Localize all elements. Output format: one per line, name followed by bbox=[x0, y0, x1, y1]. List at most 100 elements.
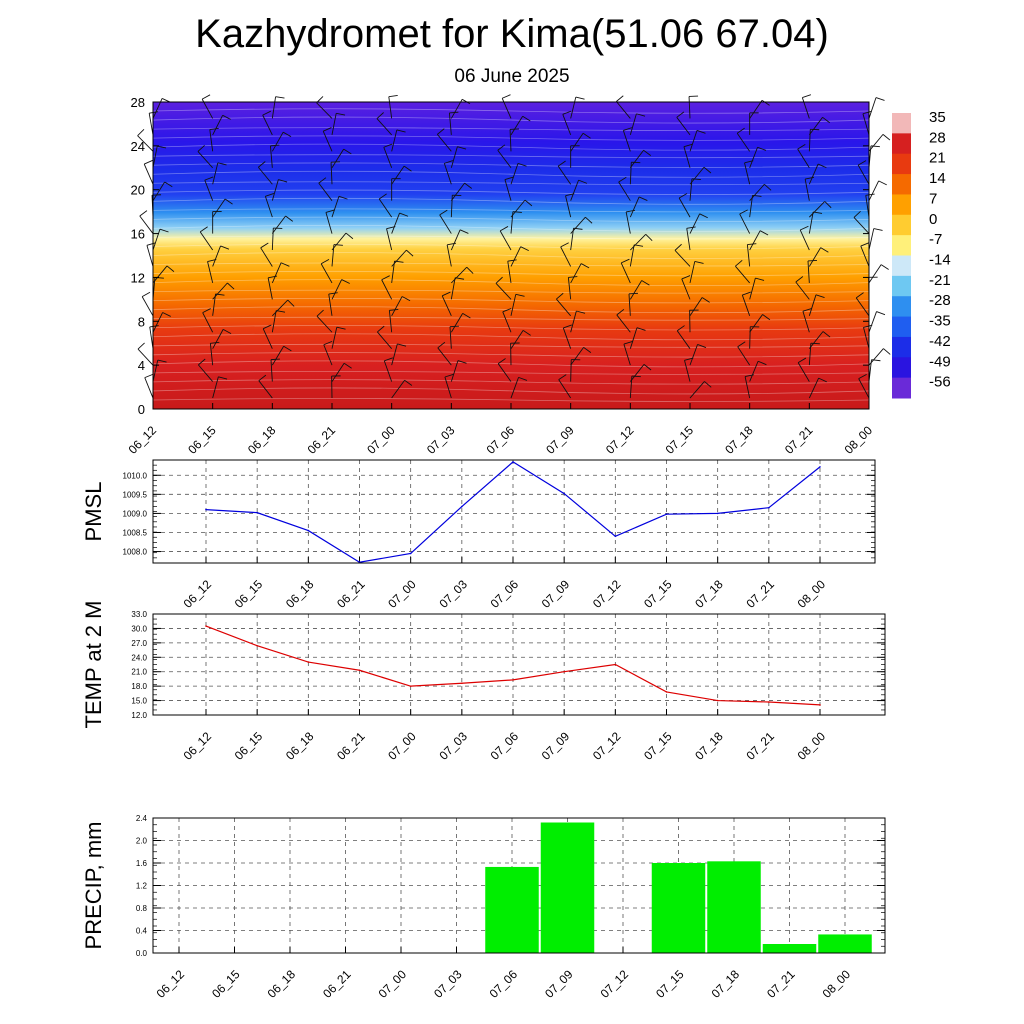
wind-barb bbox=[749, 147, 758, 168]
wind-barb-flag bbox=[388, 95, 398, 98]
contour-line bbox=[152, 143, 870, 151]
wind-barb bbox=[331, 232, 347, 251]
wind-barb bbox=[623, 343, 631, 366]
contour-line bbox=[152, 235, 870, 240]
x-tick-label: 06_12 bbox=[181, 577, 215, 611]
wind-barb-flag bbox=[641, 280, 650, 286]
wind-barb-flag bbox=[882, 134, 891, 141]
wind-barb-flag bbox=[278, 179, 288, 183]
x-tick-label: 06_15 bbox=[209, 967, 243, 1001]
wind-barb bbox=[260, 247, 273, 267]
wind-barb-flag bbox=[146, 242, 156, 246]
wind-barb bbox=[212, 245, 221, 267]
wind-barb-flag bbox=[556, 292, 564, 300]
wind-barb-flag bbox=[283, 345, 292, 352]
wind-barb bbox=[868, 311, 877, 333]
wind-barb bbox=[629, 280, 643, 300]
colorbar-label: 0 bbox=[929, 211, 937, 228]
colorbar-label: -7 bbox=[929, 231, 942, 248]
wind-barb bbox=[504, 179, 512, 201]
y-tick-label: 1008.0 bbox=[123, 548, 148, 557]
wind-barb-flag bbox=[876, 311, 886, 316]
wind-barb bbox=[264, 196, 273, 218]
y-tick-label: 18.0 bbox=[131, 682, 147, 691]
wind-barb-flag bbox=[137, 129, 145, 136]
bar bbox=[707, 861, 761, 953]
wind-barb bbox=[446, 244, 452, 267]
wind-barb bbox=[809, 201, 826, 218]
wind-barb bbox=[868, 97, 877, 119]
wind-barb-flag bbox=[201, 94, 211, 100]
wind-barb-flag bbox=[442, 291, 451, 297]
wind-barb bbox=[328, 293, 333, 316]
wind-barb-flag bbox=[504, 176, 514, 180]
wind-barb-flag bbox=[880, 264, 889, 270]
wind-barb-flag bbox=[797, 357, 807, 364]
wind-barb-flag bbox=[616, 309, 625, 316]
panel-frame bbox=[152, 613, 886, 716]
wind-barb bbox=[560, 246, 572, 267]
wind-barb-flag bbox=[502, 308, 512, 313]
wind-barb-flag bbox=[883, 348, 891, 355]
wind-barb-flag bbox=[704, 381, 712, 388]
wind-barb-flag bbox=[860, 242, 870, 247]
wind-barb bbox=[267, 277, 273, 300]
wind-barb bbox=[152, 360, 159, 382]
wind-barb bbox=[391, 343, 398, 366]
wind-barb bbox=[510, 294, 517, 316]
y-tick-label: 28 bbox=[131, 95, 145, 110]
data-point bbox=[819, 466, 821, 468]
wind-barb bbox=[562, 114, 572, 136]
wind-barb-flag bbox=[144, 373, 154, 379]
wind-barb bbox=[688, 96, 691, 119]
wind-barb bbox=[212, 115, 224, 136]
wind-barb bbox=[678, 197, 691, 218]
wind-barb bbox=[689, 261, 696, 284]
wind-barb bbox=[674, 250, 691, 267]
wind-barb bbox=[808, 377, 820, 399]
wind-barb bbox=[746, 244, 751, 267]
wind-barb bbox=[689, 213, 701, 234]
colorbar-swatch bbox=[892, 336, 911, 358]
wind-barb bbox=[271, 215, 286, 234]
wind-barb bbox=[209, 129, 214, 152]
colorbar-swatch bbox=[892, 296, 911, 318]
wind-barb-flag bbox=[645, 234, 653, 241]
wind-barb bbox=[450, 360, 459, 382]
wind-barb-flag bbox=[703, 166, 712, 174]
x-tick-label: 07_21 bbox=[782, 423, 816, 457]
y-axis-label: TEMP at 2 M bbox=[81, 601, 106, 729]
y-tick-label: 20 bbox=[131, 183, 145, 198]
wind-barb-flag bbox=[862, 110, 872, 115]
wind-barb-flag bbox=[863, 324, 873, 328]
wind-barb-flag bbox=[522, 329, 531, 336]
wind-barb-flag bbox=[325, 209, 335, 213]
wind-barb bbox=[808, 163, 819, 185]
x-tick-label: 08_00 bbox=[795, 577, 829, 611]
wind-barb bbox=[450, 195, 453, 218]
wind-barb bbox=[744, 162, 751, 185]
wind-barb bbox=[391, 212, 400, 234]
wind-barb bbox=[497, 363, 512, 382]
wind-barb-flag bbox=[873, 228, 883, 231]
data-point bbox=[358, 669, 361, 672]
contour-line bbox=[152, 170, 870, 178]
wind-barb bbox=[868, 180, 880, 201]
wind-barb-flag bbox=[449, 111, 459, 114]
wind-barb bbox=[689, 297, 703, 317]
wind-barb bbox=[676, 330, 691, 349]
wind-barb bbox=[689, 344, 698, 366]
wind-barb-flag bbox=[144, 160, 153, 165]
wind-barb-flag bbox=[338, 195, 348, 200]
wind-barb-flag bbox=[691, 178, 701, 180]
data-point bbox=[819, 704, 821, 706]
x-tick-label: 06_12 bbox=[181, 729, 215, 763]
wind-barb bbox=[271, 346, 285, 366]
wind-barb-flag bbox=[515, 293, 525, 297]
y-tick-label: 27.0 bbox=[131, 639, 147, 648]
contour-line bbox=[152, 225, 870, 232]
wind-barb-flag bbox=[855, 292, 864, 299]
wind-barb-flag bbox=[149, 111, 159, 114]
wind-barb-flag bbox=[755, 277, 765, 281]
wind-barb-flag bbox=[197, 145, 205, 152]
